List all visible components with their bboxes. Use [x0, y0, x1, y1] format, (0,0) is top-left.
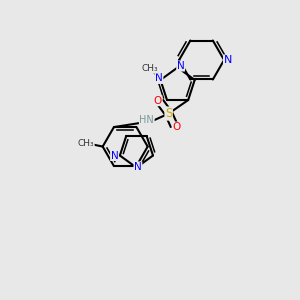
- Text: N: N: [134, 162, 142, 172]
- Text: N: N: [224, 55, 232, 65]
- Text: O: O: [154, 96, 162, 106]
- Text: HN: HN: [140, 116, 154, 125]
- Text: CH₃: CH₃: [141, 64, 158, 73]
- Text: N: N: [111, 151, 119, 160]
- Text: N: N: [155, 74, 163, 83]
- Text: O: O: [172, 122, 181, 132]
- Text: S: S: [165, 107, 172, 120]
- Text: CH₃: CH₃: [78, 139, 94, 148]
- Text: N: N: [177, 61, 184, 71]
